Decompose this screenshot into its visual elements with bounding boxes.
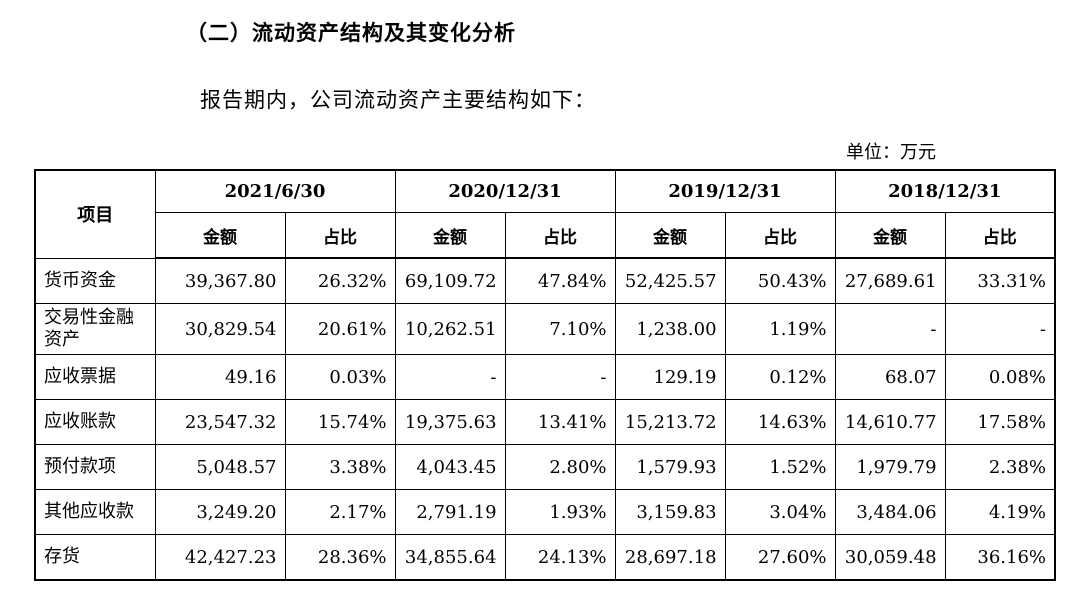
table-row: 应收账款 23,547.32 15.74% 19,375.63 13.41% 15,213… bbox=[34, 399, 1056, 445]
amount-cell: 30,059.48 bbox=[834, 534, 946, 581]
ratio-cell: 3.38% bbox=[284, 444, 396, 490]
amount-cell: - bbox=[394, 354, 506, 400]
ratio-cell: 33.31% bbox=[944, 257, 1056, 304]
amount-cell: 1,979.79 bbox=[834, 444, 946, 490]
intro-paragraph: 报告期内，公司流动资产主要结构如下： bbox=[200, 88, 596, 112]
ratio-header: 占比 bbox=[284, 212, 396, 259]
amount-cell: 30,829.54 bbox=[154, 303, 286, 355]
amount-cell: 3,249.20 bbox=[154, 489, 286, 535]
ratio-cell: 26.32% bbox=[284, 257, 396, 304]
section-title: （二）流动资产结构及其变化分析 bbox=[186, 21, 516, 45]
amount-cell: 39,367.80 bbox=[154, 257, 286, 304]
amount-cell: 3,484.06 bbox=[834, 489, 946, 535]
amount-cell: 1,238.00 bbox=[614, 303, 726, 355]
ratio-cell: 0.03% bbox=[284, 354, 396, 400]
item-header: 项目 bbox=[34, 169, 156, 259]
ratio-cell: 2.38% bbox=[944, 444, 1056, 490]
table-row: 应收票据 49.16 0.03% - -129.19 0.12% 68.07 0.08% bbox=[34, 354, 1056, 400]
ratio-cell: 4.19% bbox=[944, 489, 1056, 535]
period-header: 2018/12/31 bbox=[834, 169, 1056, 213]
period-header: 2020/12/31 bbox=[394, 169, 616, 213]
amount-cell: 2,791.19 bbox=[394, 489, 506, 535]
amount-cell: - bbox=[834, 303, 946, 355]
ratio-header: 占比 bbox=[724, 212, 836, 259]
row-label: 交易性金融资产 bbox=[34, 303, 156, 355]
amount-header: 金额 bbox=[834, 212, 946, 259]
amount-cell: 129.19 bbox=[614, 354, 726, 400]
amount-cell: 49.16 bbox=[154, 354, 286, 400]
amount-cell: 52,425.57 bbox=[614, 257, 726, 304]
amount-cell: 34,855.64 bbox=[394, 534, 506, 581]
ratio-cell: 36.16% bbox=[944, 534, 1056, 581]
row-label: 应收账款 bbox=[34, 399, 156, 445]
amount-cell: 28,697.18 bbox=[614, 534, 726, 581]
current-assets-table: 项目 2021/6/30 2020/12/31 2019/12/31 2018/… bbox=[34, 169, 1057, 581]
ratio-cell: - bbox=[944, 303, 1056, 355]
ratio-cell: 28.36% bbox=[284, 534, 396, 581]
ratio-cell: 27.60% bbox=[724, 534, 836, 581]
ratio-cell: 3.04% bbox=[724, 489, 836, 535]
table-row: 交易性金融资产 30,829.54 20.61% 10,262.51 7.10% 1,23… bbox=[34, 303, 1056, 355]
table-row: 预付款项 5,048.57 3.38% 4,043.45 2.80% 1,579.93 1.… bbox=[34, 444, 1056, 490]
row-label: 预付款项 bbox=[34, 444, 156, 490]
unit-label: 单位：万元 bbox=[846, 142, 936, 163]
period-header: 2021/6/30 bbox=[154, 169, 396, 213]
ratio-cell: 24.13% bbox=[504, 534, 616, 581]
amount-cell: 14,610.77 bbox=[834, 399, 946, 445]
ratio-cell: 1.19% bbox=[724, 303, 836, 355]
amount-cell: 15,213.72 bbox=[614, 399, 726, 445]
amount-cell: 68.07 bbox=[834, 354, 946, 400]
ratio-cell: 7.10% bbox=[504, 303, 616, 355]
ratio-cell: - bbox=[504, 354, 616, 400]
row-label: 其他应收款 bbox=[34, 489, 156, 535]
ratio-cell: 20.61% bbox=[284, 303, 396, 355]
row-label: 存货 bbox=[34, 534, 156, 581]
amount-cell: 42,427.23 bbox=[154, 534, 286, 581]
period-header: 2019/12/31 bbox=[614, 169, 836, 213]
table-row: 存货 42,427.23 28.36% 34,855.64 24.13% 28,697.1… bbox=[34, 534, 1056, 581]
amount-cell: 4,043.45 bbox=[394, 444, 506, 490]
ratio-header: 占比 bbox=[944, 212, 1056, 259]
ratio-cell: 2.17% bbox=[284, 489, 396, 535]
ratio-cell: 17.58% bbox=[944, 399, 1056, 445]
amount-cell: 23,547.32 bbox=[154, 399, 286, 445]
amount-cell: 69,109.72 bbox=[394, 257, 506, 304]
amount-cell: 5,048.57 bbox=[154, 444, 286, 490]
amount-header: 金额 bbox=[394, 212, 506, 259]
ratio-cell: 13.41% bbox=[504, 399, 616, 445]
ratio-header: 占比 bbox=[504, 212, 616, 259]
amount-cell: 10,262.51 bbox=[394, 303, 506, 355]
ratio-cell: 0.12% bbox=[724, 354, 836, 400]
amount-cell: 27,689.61 bbox=[834, 257, 946, 304]
amount-cell: 19,375.63 bbox=[394, 399, 506, 445]
ratio-cell: 15.74% bbox=[284, 399, 396, 445]
ratio-cell: 2.80% bbox=[504, 444, 616, 490]
ratio-cell: 14.63% bbox=[724, 399, 836, 445]
amount-cell: 1,579.93 bbox=[614, 444, 726, 490]
row-label: 货币资金 bbox=[34, 257, 156, 304]
amount-header: 金额 bbox=[614, 212, 726, 259]
ratio-cell: 50.43% bbox=[724, 257, 836, 304]
ratio-cell: 47.84% bbox=[504, 257, 616, 304]
ratio-cell: 1.52% bbox=[724, 444, 836, 490]
table-row: 货币资金 39,367.80 26.32% 69,109.72 47.84% 52,425… bbox=[34, 257, 1056, 304]
row-label: 应收票据 bbox=[34, 354, 156, 400]
ratio-cell: 0.08% bbox=[944, 354, 1056, 400]
amount-header: 金额 bbox=[154, 212, 286, 259]
amount-cell: 3,159.83 bbox=[614, 489, 726, 535]
table-row: 其他应收款 3,249.20 2.17% 2,791.19 1.93% 3,159.83 3… bbox=[34, 489, 1056, 535]
ratio-cell: 1.93% bbox=[504, 489, 616, 535]
